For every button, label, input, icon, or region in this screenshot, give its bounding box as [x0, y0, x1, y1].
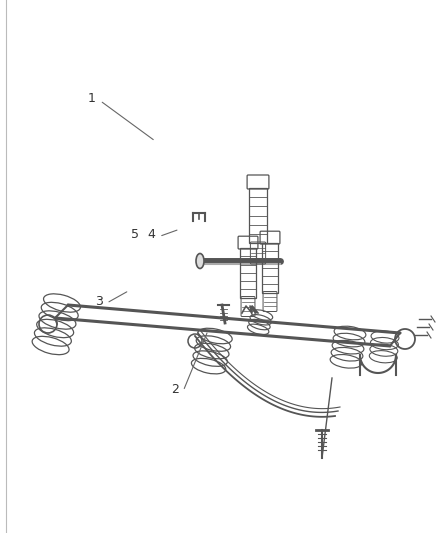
Text: 5: 5 — [131, 228, 139, 241]
Text: 2: 2 — [171, 383, 179, 395]
Bar — [249, 188, 267, 243]
Text: 4: 4 — [147, 228, 155, 241]
Text: 1: 1 — [88, 92, 96, 105]
Bar — [240, 248, 256, 297]
Text: 3: 3 — [95, 295, 102, 308]
Bar — [262, 243, 278, 293]
Ellipse shape — [196, 254, 204, 269]
